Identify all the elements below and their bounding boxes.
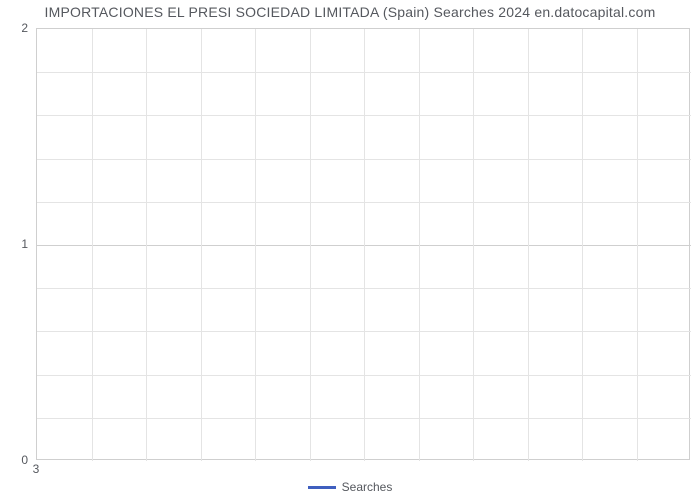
chart-title: IMPORTACIONES EL PRESI SOCIEDAD LIMITADA…: [0, 4, 700, 20]
gridline-vertical: [364, 29, 365, 461]
gridline-vertical: [146, 29, 147, 461]
legend-series-label: Searches: [342, 480, 393, 494]
gridline-vertical: [310, 29, 311, 461]
gridline-vertical: [473, 29, 474, 461]
y-axis-tick-label: 0: [0, 453, 28, 467]
gridline-vertical: [255, 29, 256, 461]
legend-series-line: [308, 486, 336, 489]
legend: Searches: [0, 480, 700, 494]
gridline-vertical: [582, 29, 583, 461]
plot-area: [36, 28, 690, 460]
gridline-vertical: [637, 29, 638, 461]
chart-root: IMPORTACIONES EL PRESI SOCIEDAD LIMITADA…: [0, 0, 700, 500]
gridline-vertical: [528, 29, 529, 461]
gridline-vertical: [92, 29, 93, 461]
gridline-vertical: [419, 29, 420, 461]
y-axis-tick-label: 2: [0, 21, 28, 35]
gridline-vertical: [201, 29, 202, 461]
x-axis-tick-label: 3: [26, 462, 46, 476]
y-axis-tick-label: 1: [0, 237, 28, 251]
